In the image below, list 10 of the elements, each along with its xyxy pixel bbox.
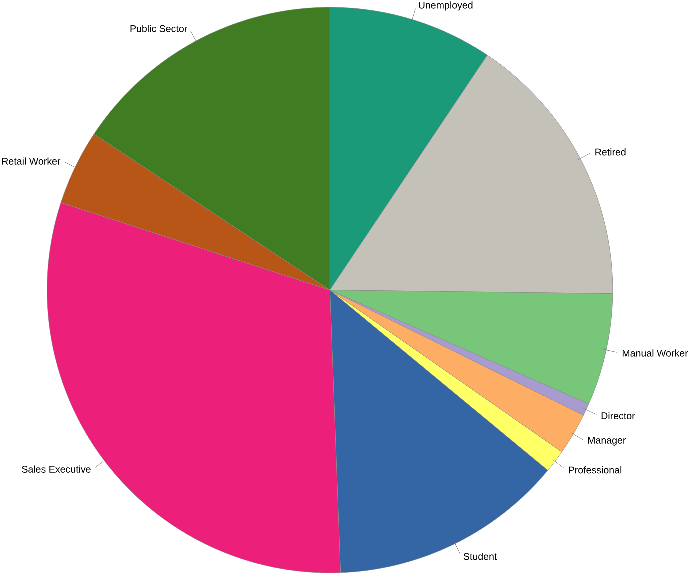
slice-label: Unemployed [419,1,473,11]
slice-label: Retired [596,148,626,156]
slice-label: Manual Worker [622,349,688,357]
slice-label: Sales Executive [22,466,91,473]
slice-label: Professional [569,466,622,474]
slice-label: Director [602,412,636,420]
slice-label: Student [464,552,498,560]
slice-label: Manager [588,436,626,446]
slice-label: Public Sector [130,24,188,32]
slice-label: Retail Worker [2,158,61,165]
